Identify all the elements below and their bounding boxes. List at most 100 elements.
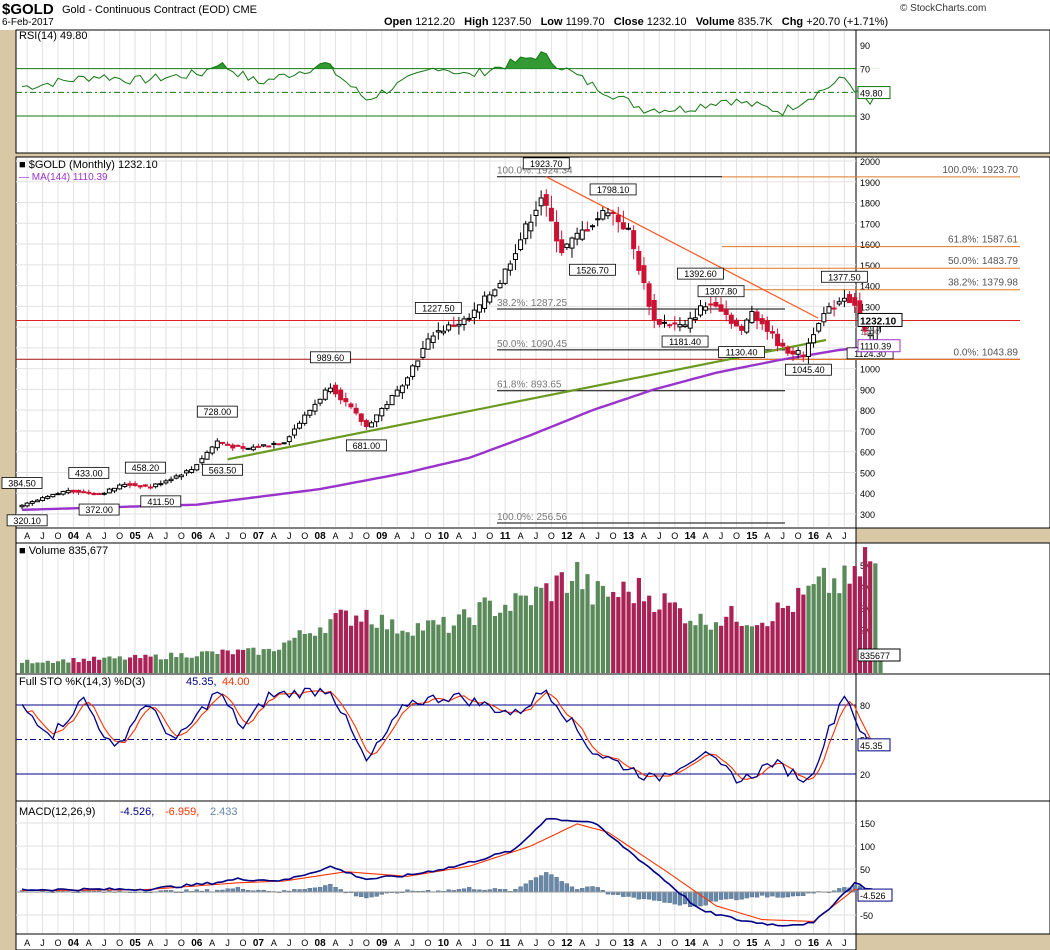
- x-tick-label: O: [54, 938, 61, 948]
- macd-histogram-bar: [688, 891, 693, 908]
- fib-inner-label: 61.8%: 893.65: [497, 380, 562, 391]
- volume-bar: [122, 659, 127, 673]
- candle-body: [194, 464, 200, 471]
- macd-histogram-bar: [775, 891, 780, 898]
- candle-body: [384, 404, 390, 409]
- candle-body: [471, 309, 477, 319]
- macd-histogram-bar: [369, 891, 374, 898]
- x-tick-label: A: [394, 938, 400, 948]
- fib-inner-label: 100.0%: 1924.34: [497, 166, 573, 177]
- x-tick-label: A: [518, 531, 524, 541]
- volume-bar: [163, 659, 169, 673]
- candle-body: [667, 324, 673, 327]
- candle-body: [240, 446, 246, 449]
- volume-bar: [348, 625, 354, 673]
- volume-bar: [719, 625, 724, 673]
- volume-bar: [30, 663, 35, 673]
- x-tick-label: A: [209, 938, 215, 948]
- volume-bar: [595, 581, 600, 673]
- candle-body: [60, 490, 66, 495]
- candle-body: [492, 289, 498, 297]
- macd-y-tick: 50: [860, 865, 870, 875]
- volume-bar: [739, 625, 744, 673]
- candle-body: [456, 323, 462, 327]
- volume-bar: [621, 581, 626, 673]
- volume-bar: [364, 609, 369, 673]
- price-data-label-box: [1, 477, 43, 489]
- candle-body: [821, 313, 827, 323]
- volume-bar: [569, 580, 575, 673]
- volume-bar: [400, 630, 405, 673]
- x-tick-label: 08: [315, 531, 327, 542]
- price-y-tick: 1200: [860, 323, 880, 333]
- candle-body: [96, 493, 102, 496]
- volume-bar: [451, 625, 456, 673]
- macd-title: MACD(12,26,9): [19, 806, 95, 818]
- candle-body: [430, 335, 436, 343]
- macd-histogram-bar: [631, 891, 636, 898]
- stochastic-d-line: [21, 690, 881, 781]
- volume-bar: [194, 656, 199, 673]
- candle-body: [548, 207, 554, 222]
- candle-body: [199, 458, 205, 464]
- volume-bar: [616, 596, 621, 673]
- x-tick-label: A: [86, 938, 92, 948]
- x-tick-label: J: [102, 938, 107, 948]
- volume-bar: [107, 656, 112, 673]
- x-tick-label: O: [610, 531, 617, 541]
- volume-bar: [467, 617, 472, 673]
- stochastic-y-tick: 80: [860, 701, 870, 711]
- fib-outer-label: 0.0%: 1043.89: [954, 348, 1019, 359]
- volume-bar: [724, 616, 729, 673]
- x-tick-label: A: [271, 531, 277, 541]
- fib-inner-label: 100.0%: 256.56: [497, 512, 567, 523]
- price-data-label: 1227.50: [422, 303, 455, 313]
- x-tick-label: O: [178, 531, 185, 541]
- candle-body: [795, 349, 801, 355]
- candle-body: [749, 311, 755, 324]
- x-tick-label: A: [764, 938, 770, 948]
- macd-histogram-bar: [353, 891, 359, 897]
- candle-body: [615, 214, 621, 223]
- candle-body: [379, 408, 385, 417]
- x-tick-label: A: [24, 938, 30, 948]
- candle-body: [569, 237, 575, 249]
- candle-body: [276, 443, 282, 446]
- candle-body: [250, 446, 256, 451]
- candle-body: [425, 338, 431, 350]
- volume-bar: [523, 595, 528, 673]
- candle-body: [24, 502, 30, 507]
- candle-body: [142, 484, 148, 487]
- candle-body: [554, 221, 560, 242]
- candle-body: [271, 442, 277, 445]
- candle-body: [65, 490, 71, 494]
- volume-bar: [811, 584, 816, 673]
- x-tick-label: O: [671, 531, 678, 541]
- x-tick-label: O: [671, 938, 678, 948]
- volume-bar: [657, 609, 662, 673]
- volume-bar: [852, 566, 857, 673]
- price-y-tick: 1000: [860, 365, 880, 375]
- price-data-label-box: [661, 335, 709, 348]
- volume-bar: [585, 574, 590, 673]
- stochastic-panel: [15, 673, 857, 802]
- candle-body: [672, 322, 678, 325]
- candle-body: [656, 319, 662, 325]
- volume-title: ■ Volume 835,677: [19, 545, 108, 557]
- rsi-y-tick: 90: [860, 41, 870, 51]
- macd-histogram-bar: [225, 888, 230, 893]
- volume-bar: [796, 587, 801, 673]
- candle-body: [785, 346, 791, 354]
- stochastic-y-tick: 20: [860, 770, 870, 780]
- price-y-tick: 1600: [860, 240, 880, 250]
- candle-body: [754, 311, 760, 322]
- x-tick-label: 09: [376, 938, 388, 949]
- volume-bar: [55, 661, 61, 673]
- volume-bar: [148, 656, 153, 673]
- x-tick-label: 16: [808, 531, 820, 542]
- symbol-description: Gold - Continuous Contract (EOD) CME: [62, 4, 258, 16]
- macd-histogram-bar: [667, 891, 672, 903]
- candle-body: [466, 317, 472, 320]
- candle-body: [369, 422, 375, 428]
- macd-line: [21, 817, 881, 927]
